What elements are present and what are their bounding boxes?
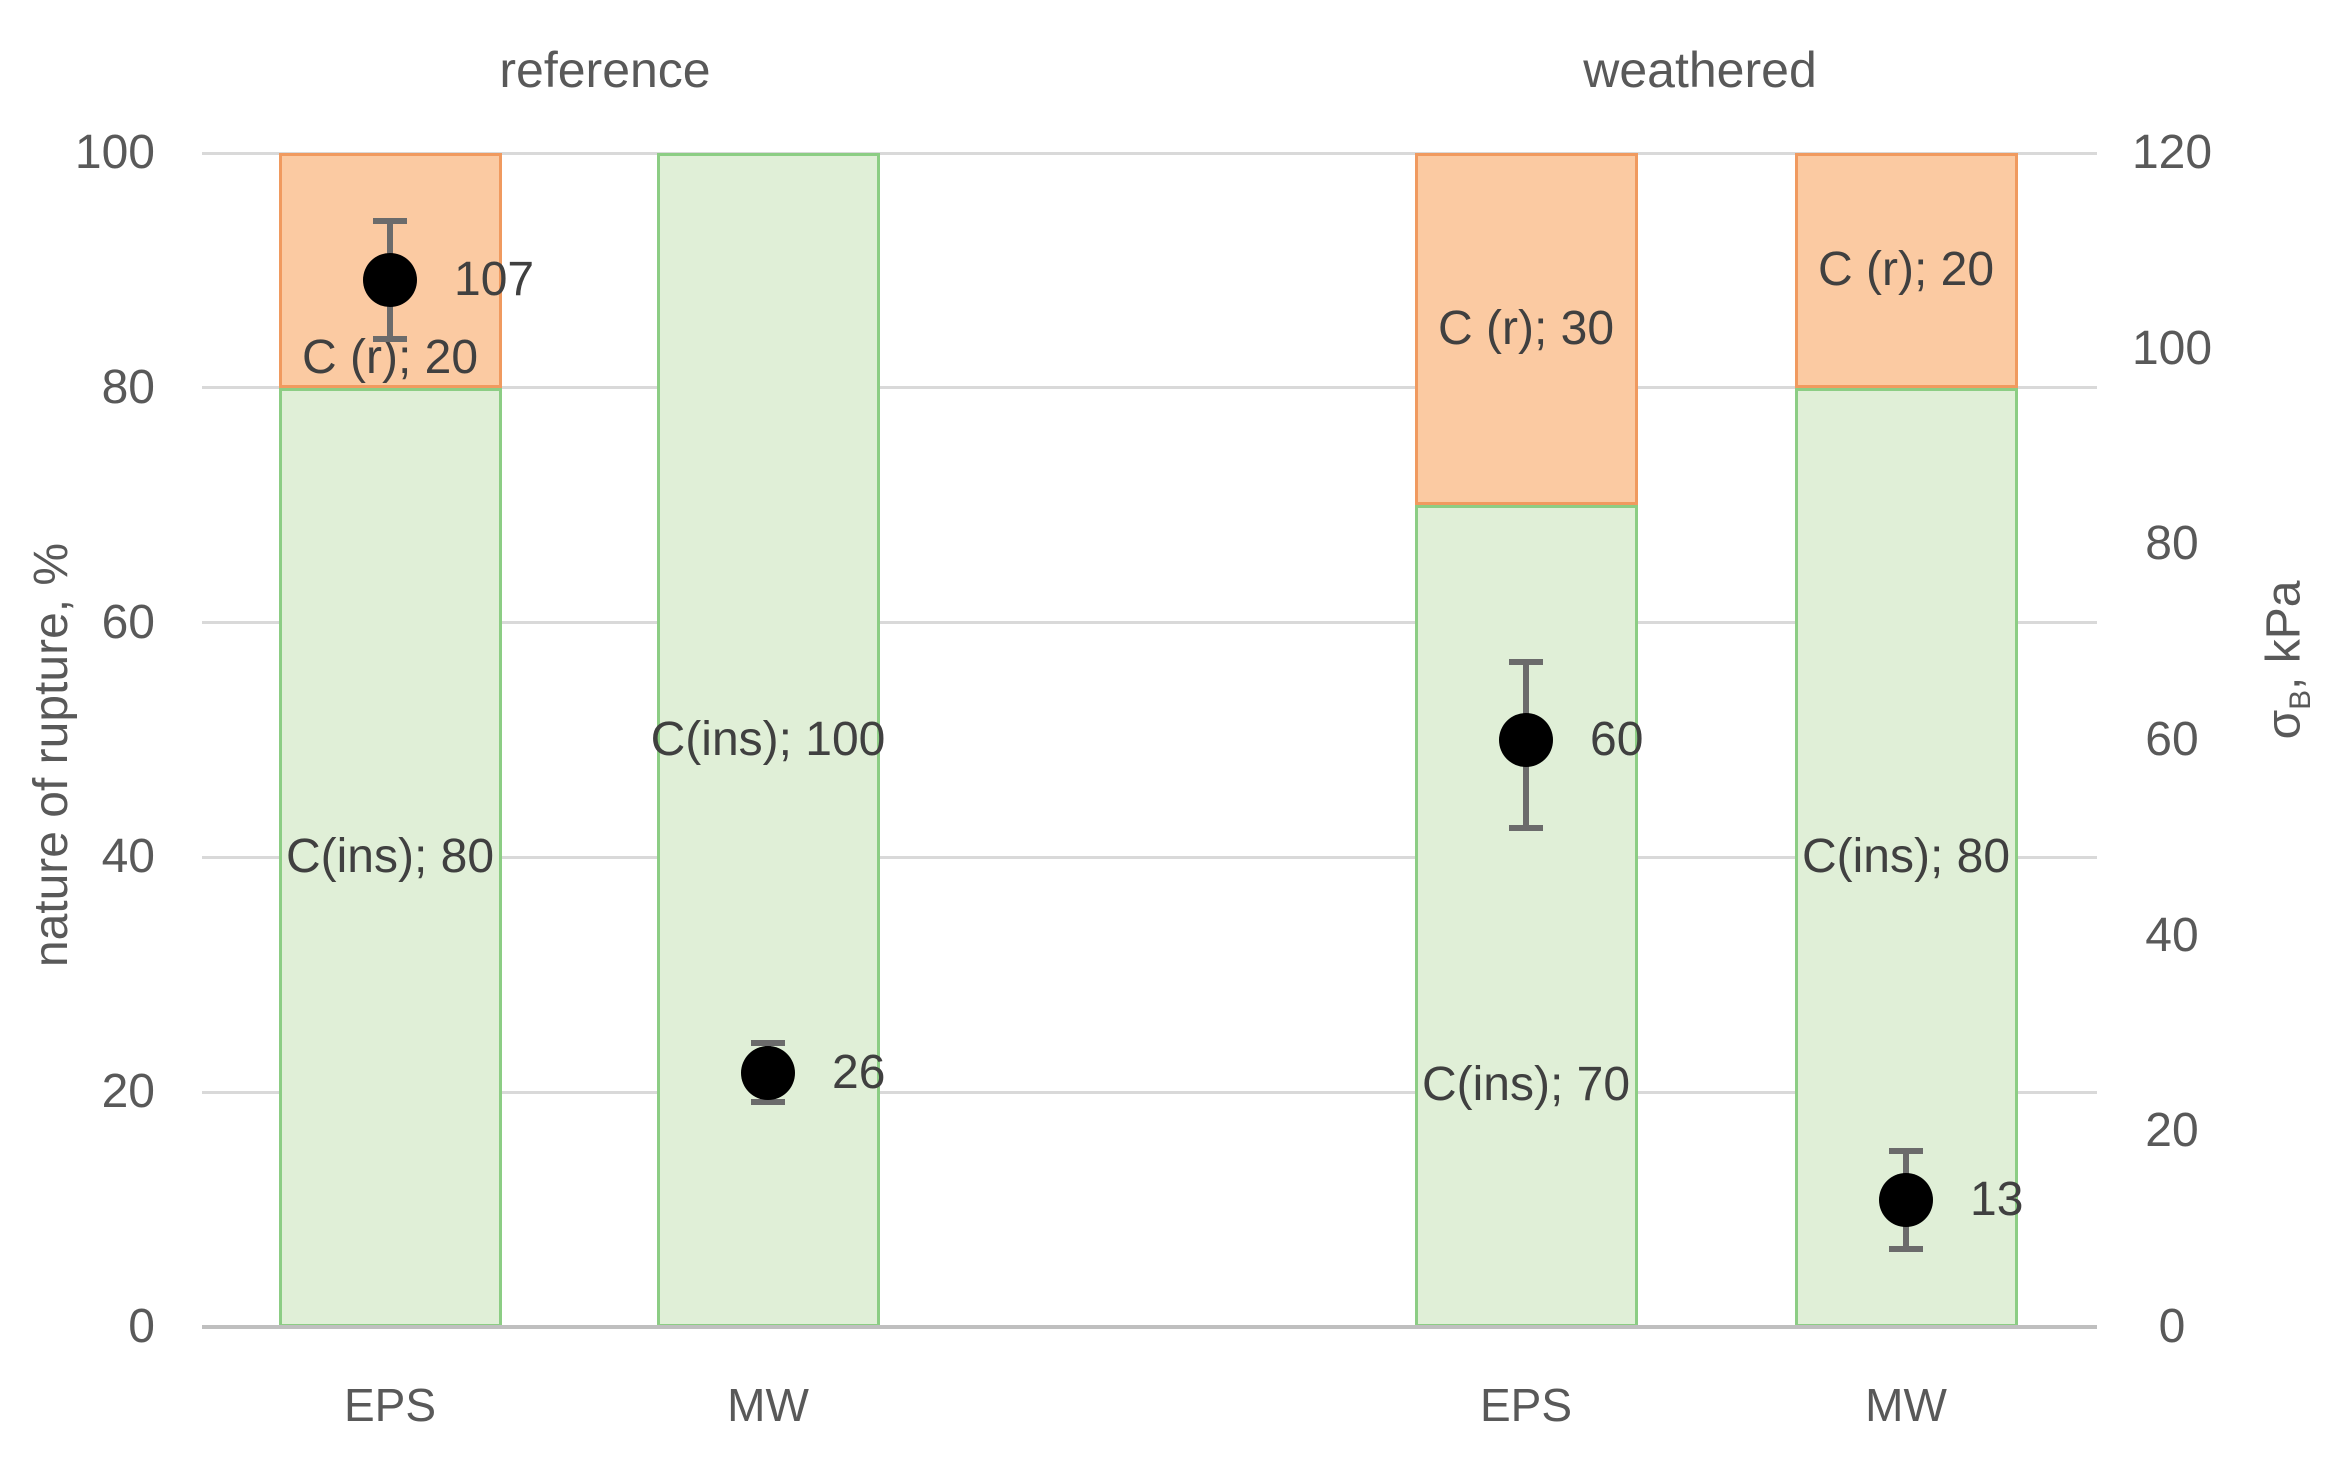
data-point-dot <box>1499 713 1553 767</box>
data-point-dot <box>363 253 417 308</box>
x-axis-baseline <box>202 1325 2097 1329</box>
bar-segment-label: C (r); 20 <box>1817 243 1995 297</box>
category-label-eps: EPS <box>343 1379 437 1431</box>
right-axis-tick-100: 100 <box>2131 321 2213 375</box>
data-point-label: 60 <box>1590 713 1644 766</box>
error-bar-cap-bottom <box>373 335 407 342</box>
right-axis-tick-60: 60 <box>2145 713 2199 766</box>
error-bar-cap-bottom <box>1509 825 1543 832</box>
right-axis-tick-120: 120 <box>2131 126 2213 179</box>
left-axis-tick-60: 60 <box>101 595 155 649</box>
group-title-weathered: weathered <box>1583 42 1817 98</box>
data-point-label: 13 <box>1970 1172 2024 1226</box>
data-point-label: 26 <box>832 1045 886 1099</box>
right-axis-title-sigma: σ <box>2257 709 2311 740</box>
gridline-80 <box>202 386 2097 390</box>
error-bar-cap-top <box>1889 1147 1923 1154</box>
right-axis-title-subscript: B <box>2283 689 2317 710</box>
gridline-40 <box>202 855 2097 859</box>
right-axis-title-unit: , kPa <box>2257 580 2311 690</box>
data-point-dot <box>741 1045 795 1100</box>
right-axis-tick-80: 80 <box>2145 517 2199 571</box>
left-axis-title: nature of rupture, % <box>25 542 78 968</box>
right-axis-title: σB, kPa <box>2257 580 2317 740</box>
category-label-eps: EPS <box>1479 1379 1573 1431</box>
gridline-60 <box>202 621 2097 625</box>
data-point-label: 107 <box>454 253 535 307</box>
gridline-100 <box>202 151 2097 155</box>
bar-segment-label: C (r); 30 <box>1437 302 1615 356</box>
left-axis-tick-20: 20 <box>101 1065 155 1119</box>
gridline-20 <box>202 1090 2097 1094</box>
bar-segment-cr <box>1794 153 2018 388</box>
category-label-mw: MW <box>727 1379 809 1431</box>
left-axis-tick-0: 0 <box>128 1300 155 1353</box>
bar-segment-cr <box>278 153 502 388</box>
bar-segment-label: C (r); 20 <box>301 331 479 385</box>
error-bar-cap-top <box>751 1040 785 1047</box>
data-point-dot <box>1879 1172 1933 1227</box>
bar-segment-label: C(ins); 80 <box>285 830 495 884</box>
error-bar-cap-bottom <box>1889 1245 1923 1252</box>
error-bar-cap-top <box>1509 658 1543 665</box>
category-label-mw: MW <box>1865 1379 1947 1431</box>
group-title-reference: reference <box>499 42 711 98</box>
bar-segment-cins <box>656 153 880 1327</box>
right-axis-tick-20: 20 <box>2145 1104 2199 1158</box>
right-axis-tick-0: 0 <box>2158 1300 2186 1353</box>
error-bar-cap-top <box>373 218 407 225</box>
error-bar-cap-bottom <box>751 1098 785 1105</box>
bar-segment-label: C(ins); 70 <box>1421 1058 1631 1112</box>
bar-segment-label: C(ins); 80 <box>1801 830 2011 884</box>
bar-segment-cins <box>1414 505 1638 1327</box>
right-axis-tick-40: 40 <box>2145 908 2199 962</box>
bar-segment-cr <box>1414 153 1638 506</box>
left-axis-tick-40: 40 <box>101 830 155 884</box>
left-axis-tick-80: 80 <box>101 360 155 414</box>
bar-segment-label: C(ins); 100 <box>650 713 886 766</box>
bar-segment-cins <box>278 387 502 1327</box>
left-axis-tick-100: 100 <box>74 126 155 179</box>
